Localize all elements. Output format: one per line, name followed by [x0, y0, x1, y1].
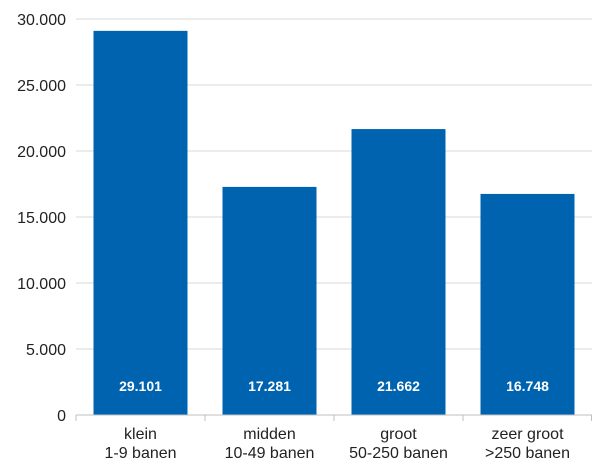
bar: [93, 30, 188, 416]
x-tick-label: zeer groot: [491, 426, 564, 443]
y-tick-label: 30.000: [17, 12, 66, 29]
y-tick-label: 25.000: [17, 78, 66, 95]
x-tick-label: >250 banen: [485, 445, 570, 461]
bar: [480, 193, 575, 415]
y-tick-label: 15.000: [17, 210, 66, 227]
y-axis-tick-labels: 0 5.000 10.000 15.000 20.000 25.000 30.000: [17, 12, 66, 425]
x-tick-label: klein: [124, 426, 157, 443]
x-tick-label: midden: [243, 426, 295, 443]
y-tick-label: 10.000: [17, 276, 66, 293]
x-axis-category-labels: klein 1-9 banen midden 10-49 banen groot 50-2…: [104, 426, 570, 461]
bars: 29.101 17.281 21.662 16.748: [93, 30, 575, 416]
y-tick-label: 5.000: [26, 342, 66, 359]
bar-value-label: 17.281: [248, 378, 291, 394]
y-tick-label: 20.000: [17, 144, 66, 161]
bar-value-label: 16.748: [506, 378, 549, 394]
bar: [351, 129, 446, 416]
x-tick-label: groot: [380, 426, 417, 443]
y-tick-label: 0: [57, 408, 66, 425]
x-tick-label: 10-49 banen: [225, 445, 315, 461]
bar-value-label: 21.662: [377, 378, 420, 394]
x-axis: [75, 414, 592, 421]
bar-value-label: 29.101: [119, 378, 162, 394]
x-tick-label: 1-9 banen: [104, 445, 176, 461]
x-tick-label: 50-250 banen: [349, 445, 448, 461]
bar: [222, 186, 317, 415]
